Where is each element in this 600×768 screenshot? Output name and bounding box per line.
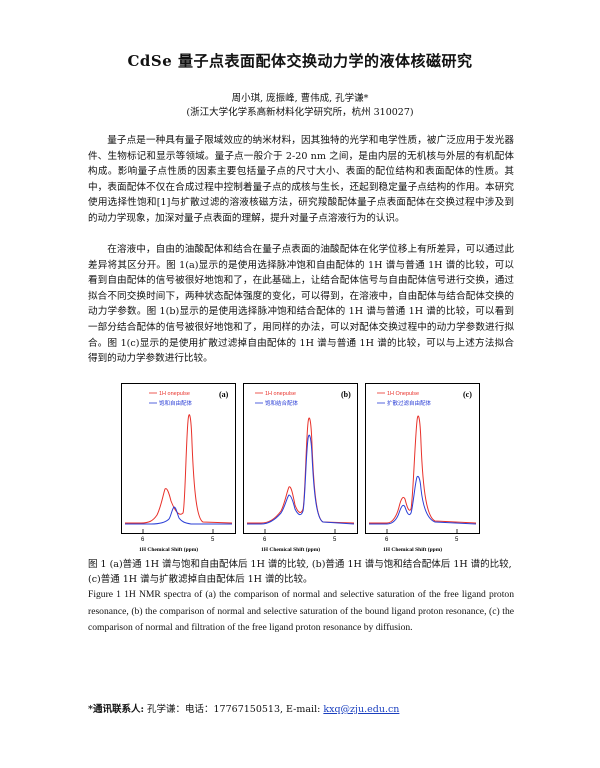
contact-text: 孔学谦：电话：17767150513, E-mail:: [147, 704, 324, 715]
panel-c-spectrum: 1H Onepulse 扩散过滤自由配体 (c) 6 5 1H Chemical…: [365, 383, 480, 553]
paragraph-1: 量子点是一种具有量子限域效应的纳米材料，因其独特的光学和电学性质，被广泛应用于发…: [88, 133, 514, 227]
figure-caption-en: Figure 1 1H NMR spectra of (a) the compa…: [88, 589, 514, 634]
panel-c: 1H Onepulse 扩散过滤自由配体 (c) 6 5 1H Chemical…: [365, 383, 480, 553]
panel-c-tag: (c): [463, 390, 472, 399]
panel-c-tick-right: 5: [455, 537, 459, 543]
panel-a-tick-left: 6: [141, 537, 145, 543]
author-list: 周小琪, 庞振峰, 曹伟成, 孔学谦*: [231, 93, 369, 104]
panel-a-tick-right: 5: [211, 537, 215, 543]
panel-c-legend-2: 扩散过滤自由配体: [387, 399, 432, 407]
panel-a-legend-1: 1H onepulse: [159, 391, 190, 397]
affiliation: (浙江大学化学系高新材料化学研究所，杭州 310027): [186, 107, 414, 118]
panel-a-spectrum: 1H onepulse 饱和自由配体 (a) 6 5 1H Chemical S…: [121, 383, 236, 553]
panel-c-legend-1: 1H Onepulse: [387, 391, 419, 397]
nmr-figure: 1H onepulse 饱和自由配体 (a) 6 5 1H Chemical S…: [121, 383, 481, 553]
paragraph-2-text: 在溶液中，自由的油酸配体和结合在量子点表面的油酸配体在化学位移上有所差异，可以通…: [88, 244, 514, 365]
paragraph-2: 在溶液中，自由的油酸配体和结合在量子点表面的油酸配体在化学位移上有所差异，可以通…: [88, 242, 514, 367]
panel-c-xlabel: 1H Chemical Shift (ppm): [383, 546, 442, 553]
panel-b-tick-right: 5: [333, 537, 337, 543]
panel-b-legend-1: 1H onepulse: [265, 391, 296, 397]
panel-b-xlabel: 1H Chemical Shift (ppm): [261, 546, 320, 553]
contact-label: *通讯联系人:: [88, 704, 144, 715]
paragraph-1-text: 量子点是一种具有量子限域效应的纳米材料，因其独特的光学和电学性质，被广泛应用于发…: [88, 135, 514, 224]
paper-title: CdSe 量子点表面配体交换动力学的液体核磁研究: [127, 52, 473, 70]
contact-info: *通讯联系人: 孔学谦：电话：17767150513, E-mail: kxq@…: [88, 701, 528, 715]
panel-b-tag: (b): [341, 390, 351, 399]
panel-a-xlabel: 1H Chemical Shift (ppm): [139, 546, 198, 553]
panel-a: 1H onepulse 饱和自由配体 (a) 6 5 1H Chemical S…: [121, 383, 236, 553]
figure-caption-cn: 图 1 (a)普通 1H 谱与饱和自由配体后 1H 谱的比较, (b)普通 1H…: [88, 559, 512, 585]
panel-b-tick-left: 6: [263, 537, 267, 543]
panel-b-spectrum: 1H onepulse 饱和结合配体 (b) 6 5 1H Chemical S…: [243, 383, 358, 553]
panel-b-legend-2: 饱和结合配体: [265, 399, 299, 407]
panel-a-tag: (a): [219, 390, 229, 399]
contact-email-link[interactable]: kxq@zju.edu.cn: [323, 704, 400, 715]
panel-b: 1H onepulse 饱和结合配体 (b) 6 5 1H Chemical S…: [243, 383, 358, 553]
panel-a-legend-2: 饱和自由配体: [159, 399, 193, 407]
panel-c-tick-left: 6: [385, 537, 389, 543]
